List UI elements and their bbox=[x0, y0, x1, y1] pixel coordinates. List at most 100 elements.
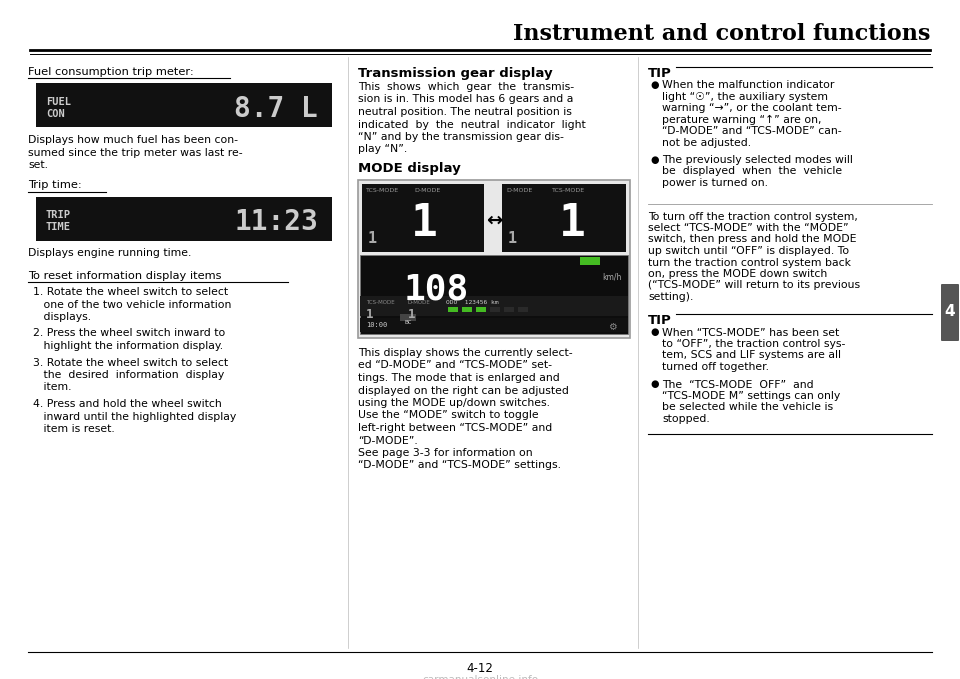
Text: CON: CON bbox=[46, 109, 64, 119]
Bar bbox=[504, 307, 514, 312]
Bar bbox=[400, 314, 416, 321]
Text: perature warning “↑” are on,: perature warning “↑” are on, bbox=[662, 115, 822, 124]
Text: play “N”.: play “N”. bbox=[358, 145, 407, 155]
Text: See page 3-3 for information on: See page 3-3 for information on bbox=[358, 448, 533, 458]
Text: setting).: setting). bbox=[648, 292, 693, 302]
Text: 4-12: 4-12 bbox=[467, 662, 493, 675]
Text: D-MODE: D-MODE bbox=[506, 188, 532, 193]
Text: displayed on the right can be adjusted: displayed on the right can be adjusted bbox=[358, 386, 569, 395]
Text: set.: set. bbox=[28, 160, 48, 170]
Text: TCS-MODE: TCS-MODE bbox=[366, 188, 399, 193]
Text: ●: ● bbox=[650, 80, 659, 90]
Text: TCS-MODE: TCS-MODE bbox=[552, 188, 586, 193]
Text: ed “D-MODE” and “TCS-MODE” set-: ed “D-MODE” and “TCS-MODE” set- bbox=[358, 361, 552, 371]
Text: turn the traction control system back: turn the traction control system back bbox=[648, 257, 851, 268]
Text: km/h: km/h bbox=[602, 273, 621, 282]
Text: TIME: TIME bbox=[46, 223, 71, 232]
Text: D-MODE: D-MODE bbox=[408, 300, 431, 305]
Text: The previously selected modes will: The previously selected modes will bbox=[662, 155, 852, 165]
Text: 1: 1 bbox=[411, 202, 438, 246]
Text: TRIP: TRIP bbox=[46, 210, 71, 221]
Text: 1: 1 bbox=[408, 308, 416, 321]
Text: Transmission gear display: Transmission gear display bbox=[358, 67, 553, 80]
Bar bbox=[360, 318, 628, 332]
Text: be  displayed  when  the  vehicle: be displayed when the vehicle bbox=[662, 166, 842, 177]
Text: ⚙: ⚙ bbox=[608, 322, 616, 332]
Text: ●: ● bbox=[650, 155, 659, 165]
Bar bbox=[490, 307, 500, 312]
Text: sion is in. This model has 6 gears and a: sion is in. This model has 6 gears and a bbox=[358, 94, 573, 105]
Text: BC: BC bbox=[404, 320, 412, 325]
Text: 1: 1 bbox=[366, 308, 373, 321]
Text: not be adjusted.: not be adjusted. bbox=[662, 138, 751, 147]
Text: neutral position. The neutral position is: neutral position. The neutral position i… bbox=[358, 107, 572, 117]
Text: “D-MODE” and “TCS-MODE” can-: “D-MODE” and “TCS-MODE” can- bbox=[662, 126, 842, 136]
Text: To turn off the traction control system,: To turn off the traction control system, bbox=[648, 211, 858, 221]
Text: highlight the information display.: highlight the information display. bbox=[33, 341, 223, 351]
Text: 108: 108 bbox=[403, 272, 468, 306]
Bar bbox=[518, 307, 528, 312]
Text: light “☉”, the auxiliary system: light “☉”, the auxiliary system bbox=[662, 92, 828, 101]
Bar bbox=[36, 196, 332, 240]
Text: power is turned on.: power is turned on. bbox=[662, 178, 768, 188]
Text: indicated  by  the  neutral  indicator  light: indicated by the neutral indicator light bbox=[358, 120, 586, 130]
Text: left-right between “TCS-MODE” and: left-right between “TCS-MODE” and bbox=[358, 423, 552, 433]
Text: To reset information display items: To reset information display items bbox=[28, 271, 222, 281]
Text: switch, then press and hold the MODE: switch, then press and hold the MODE bbox=[648, 234, 856, 244]
Text: one of the two vehicle information: one of the two vehicle information bbox=[33, 299, 231, 310]
Text: “TCS-MODE M” settings can only: “TCS-MODE M” settings can only bbox=[662, 391, 840, 401]
Bar bbox=[358, 180, 630, 338]
Text: FUEL: FUEL bbox=[46, 97, 71, 107]
Text: tem, SCS and LIF systems are all: tem, SCS and LIF systems are all bbox=[662, 350, 841, 361]
Text: carmanualsonline.info: carmanualsonline.info bbox=[422, 675, 538, 679]
Text: 8.7 L: 8.7 L bbox=[234, 95, 318, 123]
Text: warning “→”, or the coolant tem-: warning “→”, or the coolant tem- bbox=[662, 103, 842, 113]
Bar bbox=[580, 257, 600, 265]
Text: ●: ● bbox=[650, 380, 659, 390]
Text: Displays how much fuel has been con-: Displays how much fuel has been con- bbox=[28, 135, 238, 145]
Text: D-MODE: D-MODE bbox=[414, 188, 441, 193]
Text: the  desired  information  display: the desired information display bbox=[33, 370, 225, 380]
Text: Use the “MODE” switch to toggle: Use the “MODE” switch to toggle bbox=[358, 411, 539, 420]
Text: 4. Press and hold the wheel switch: 4. Press and hold the wheel switch bbox=[33, 399, 222, 409]
Text: “N” and by the transmission gear dis-: “N” and by the transmission gear dis- bbox=[358, 132, 564, 142]
Text: 11:23: 11:23 bbox=[234, 208, 318, 236]
Text: to “OFF”, the traction control sys-: to “OFF”, the traction control sys- bbox=[662, 339, 846, 349]
Text: 1: 1 bbox=[368, 231, 377, 246]
Text: TIP: TIP bbox=[648, 314, 672, 327]
Text: inward until the highlighted display: inward until the highlighted display bbox=[33, 411, 236, 422]
Bar bbox=[502, 184, 626, 252]
Text: This display shows the currently select-: This display shows the currently select- bbox=[358, 348, 572, 358]
Text: up switch until “OFF” is displayed. To: up switch until “OFF” is displayed. To bbox=[648, 246, 850, 256]
Bar bbox=[462, 307, 472, 312]
Text: TCS-MODE: TCS-MODE bbox=[366, 300, 395, 305]
Text: select “TCS-MODE” with the “MODE”: select “TCS-MODE” with the “MODE” bbox=[648, 223, 849, 233]
Text: ●: ● bbox=[650, 327, 659, 337]
Bar bbox=[448, 307, 458, 312]
Text: item is reset.: item is reset. bbox=[33, 424, 115, 434]
Text: using the MODE up/down switches.: using the MODE up/down switches. bbox=[358, 398, 550, 408]
Text: 1: 1 bbox=[508, 231, 517, 246]
Text: This  shows  which  gear  the  transmis-: This shows which gear the transmis- bbox=[358, 82, 574, 92]
Text: (“TCS-MODE” will return to its previous: (“TCS-MODE” will return to its previous bbox=[648, 280, 860, 291]
Text: item.: item. bbox=[33, 382, 71, 392]
Text: sumed since the trip meter was last re-: sumed since the trip meter was last re- bbox=[28, 147, 243, 158]
Text: Instrument and control functions: Instrument and control functions bbox=[513, 23, 930, 45]
Bar bbox=[362, 184, 484, 252]
Text: Displays engine running time.: Displays engine running time. bbox=[28, 249, 191, 259]
Text: 4: 4 bbox=[945, 304, 955, 320]
Text: Trip time:: Trip time: bbox=[28, 181, 82, 191]
Text: 3. Rotate the wheel switch to select: 3. Rotate the wheel switch to select bbox=[33, 358, 228, 367]
Text: on, press the MODE down switch: on, press the MODE down switch bbox=[648, 269, 828, 279]
Text: 1: 1 bbox=[559, 202, 586, 246]
Text: turned off together.: turned off together. bbox=[662, 362, 769, 372]
Text: stopped.: stopped. bbox=[662, 414, 709, 424]
Bar bbox=[360, 296, 628, 316]
FancyBboxPatch shape bbox=[941, 284, 959, 341]
Text: The  “TCS-MODE  OFF”  and: The “TCS-MODE OFF” and bbox=[662, 380, 814, 390]
Text: 2. Press the wheel switch inward to: 2. Press the wheel switch inward to bbox=[33, 329, 226, 339]
Text: MODE display: MODE display bbox=[358, 162, 461, 175]
Text: When “TCS-MODE” has been set: When “TCS-MODE” has been set bbox=[662, 327, 839, 337]
Text: “D-MODE” and “TCS-MODE” settings.: “D-MODE” and “TCS-MODE” settings. bbox=[358, 460, 561, 471]
Text: “D-MODE”.: “D-MODE”. bbox=[358, 435, 418, 445]
